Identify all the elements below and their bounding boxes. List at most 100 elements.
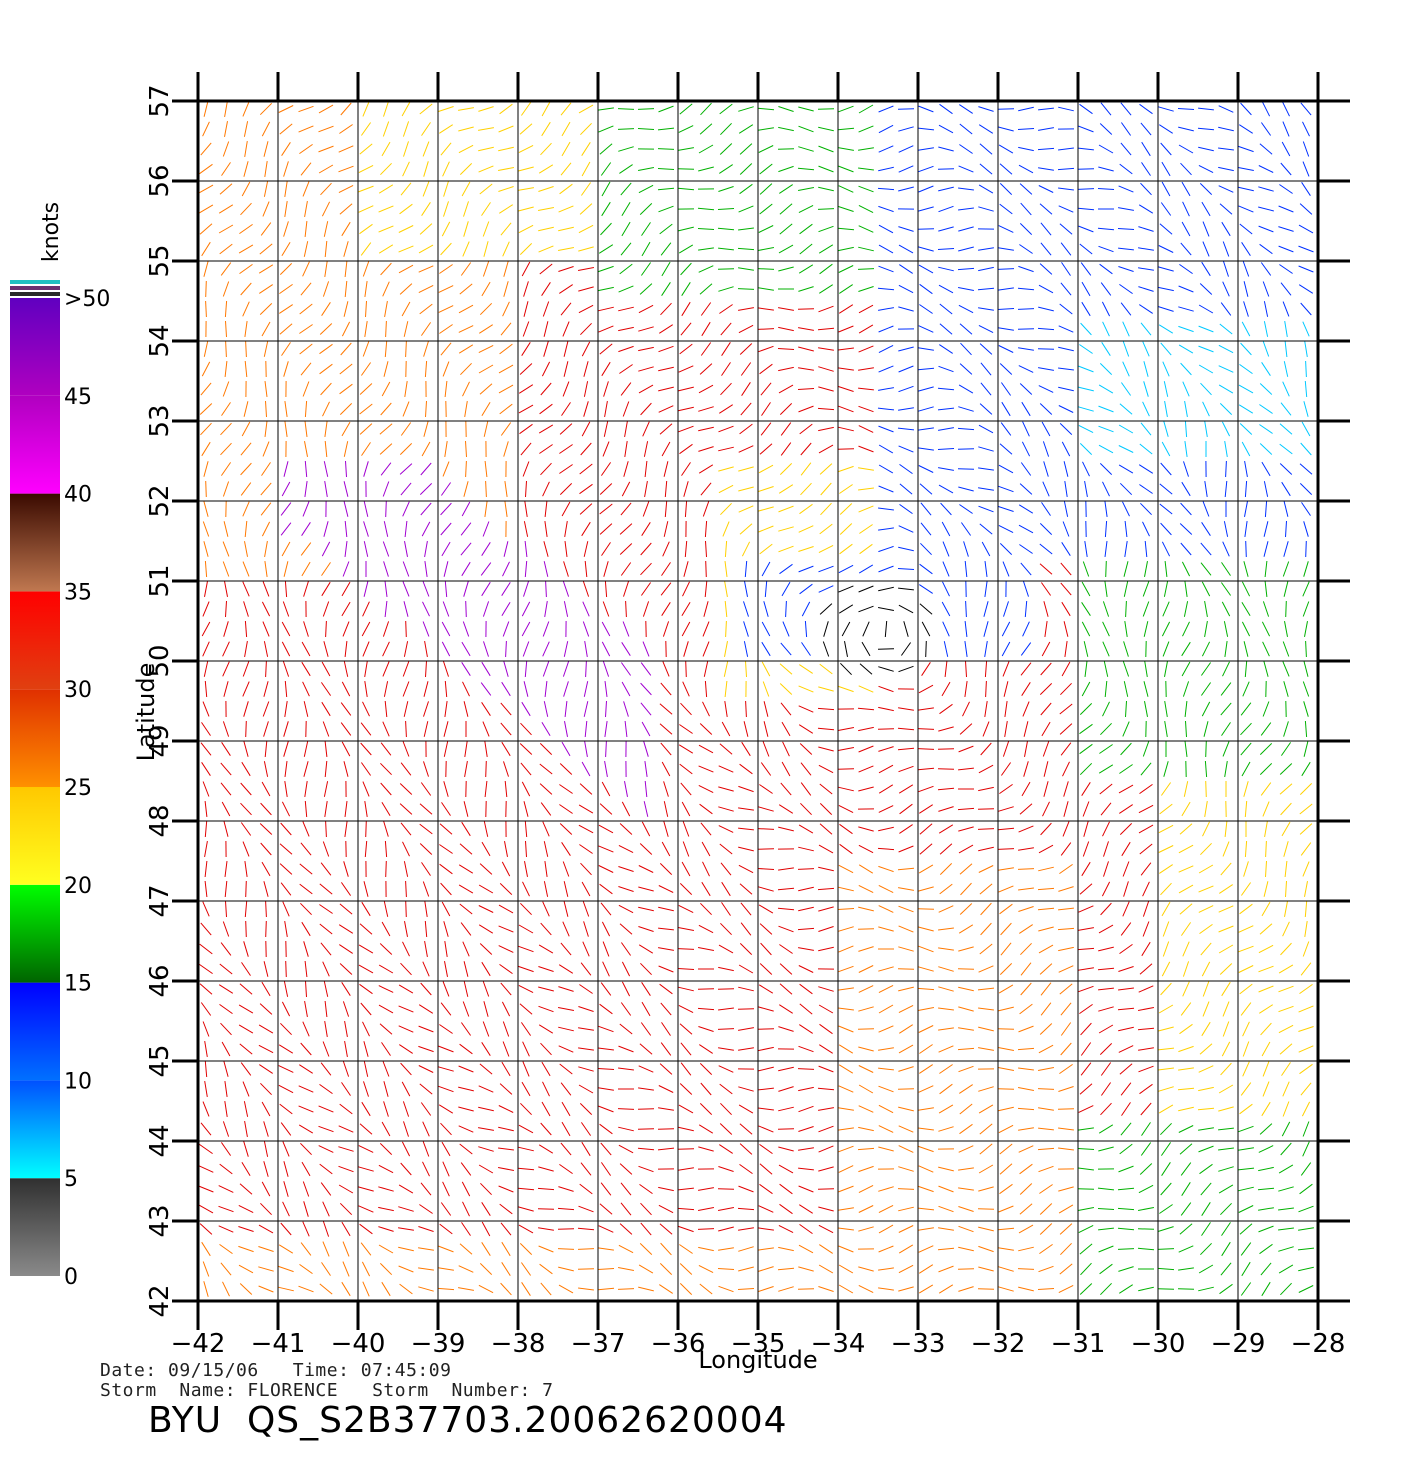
wind-vector: [1185, 720, 1187, 738]
wind-vector: [444, 680, 448, 698]
wind-vector: [398, 245, 414, 253]
wind-vector: [1080, 1262, 1092, 1276]
wind-vector: [1158, 266, 1174, 272]
wind-vector: [857, 707, 875, 711]
wind-vector: [978, 266, 994, 272]
wind-vector: [1301, 182, 1311, 196]
wind-vector: [619, 823, 633, 835]
wind-vector: [844, 641, 848, 657]
wind-vector: [464, 761, 468, 777]
wind-vector: [798, 824, 814, 834]
wind-vector: [1241, 242, 1251, 256]
wind-vector: [1281, 1062, 1291, 1076]
wind-vector: [977, 828, 995, 830]
wind-vector: [838, 747, 854, 751]
wind-vector: [522, 881, 530, 897]
wind-vector: [243, 121, 249, 137]
wind-vector: [560, 942, 572, 956]
wind-vector: [461, 1222, 471, 1236]
wind-vector: [959, 323, 973, 335]
wind-vector: [478, 1164, 494, 1174]
colorbar-cap-stripe: [10, 280, 60, 284]
wind-vector: [1258, 1207, 1274, 1211]
wind-vector: [878, 905, 894, 913]
wind-vector: [838, 1185, 854, 1193]
wind-vector: [402, 741, 410, 757]
wind-vector: [221, 801, 231, 817]
wind-vector: [200, 422, 212, 436]
wind-vector: [978, 764, 994, 774]
wind-vector: [1160, 1142, 1172, 1156]
wind-vector: [1178, 1106, 1194, 1112]
wind-vector: [419, 823, 433, 835]
wind-vector: [705, 560, 707, 578]
wind-vector: [381, 921, 391, 937]
wind-vector: [660, 1002, 672, 1016]
wind-vector: [1100, 902, 1112, 916]
wind-vector: [284, 781, 288, 797]
wind-vector: [1080, 1042, 1092, 1056]
wind-vector: [858, 564, 874, 574]
wind-vector: [642, 501, 650, 517]
wind-vector: [203, 101, 209, 117]
wind-vector: [559, 423, 573, 435]
wind-vector: [1179, 1143, 1193, 1155]
wind-vector: [698, 426, 714, 432]
wind-vector: [320, 682, 332, 696]
wind-vector: [200, 922, 212, 936]
wind-vector: [1118, 987, 1134, 991]
wind-vector: [822, 641, 830, 657]
wind-vector: [878, 1267, 894, 1271]
wind-vector: [678, 1167, 694, 1171]
wind-vector: [898, 905, 914, 913]
wind-vector: [423, 421, 429, 437]
wind-vector: [1118, 445, 1134, 453]
wind-vector: [400, 822, 412, 836]
wind-vector: [1263, 301, 1269, 317]
wind-vector: [938, 1265, 954, 1273]
wind-vector: [300, 1142, 312, 1156]
wind-vector: [1201, 1222, 1211, 1236]
wind-vector: [738, 486, 754, 492]
wind-vector: [1042, 741, 1050, 757]
wind-vector: [918, 147, 934, 151]
wind-vector: [641, 1001, 651, 1017]
wind-vector: [403, 321, 409, 337]
wind-vector: [324, 1000, 328, 1018]
wind-vector: [939, 883, 953, 895]
wind-vector: [1138, 267, 1154, 271]
wind-vector: [1283, 721, 1289, 737]
wind-vector: [1182, 201, 1190, 217]
wind-vector: [1039, 203, 1053, 215]
wind-vector: [1180, 242, 1192, 256]
wind-vector: [405, 720, 407, 738]
wind-vector: [937, 787, 955, 791]
wind-vector: [959, 1123, 973, 1135]
wind-vector: [538, 186, 554, 192]
wind-vector: [382, 621, 390, 637]
wind-vector: [400, 1062, 412, 1076]
wind-vector: [203, 341, 209, 357]
wind-vector: [518, 384, 534, 394]
wind-vector: [998, 506, 1014, 512]
wind-vector: [1218, 384, 1234, 394]
wind-vector: [658, 345, 674, 353]
wind-vector: [779, 1203, 793, 1215]
wind-vector: [1237, 1167, 1255, 1171]
wind-vector: [321, 562, 331, 576]
wind-vector: [1258, 985, 1274, 993]
wind-vector: [224, 1081, 228, 1097]
wind-vector: [522, 641, 530, 657]
wind-vector: [378, 1226, 394, 1232]
wind-vector: [738, 1027, 754, 1031]
wind-vector: [1284, 621, 1288, 637]
wind-vector: [1101, 301, 1111, 317]
wind-vector: [238, 1226, 254, 1232]
wind-vector: [537, 1187, 555, 1191]
wind-vector: [500, 1282, 512, 1296]
wind-vector: [1199, 283, 1213, 295]
colorbar-cap-stripe: [10, 286, 60, 290]
wind-vector: [643, 741, 649, 757]
wind-vector: [799, 423, 813, 435]
wind-vector: [1058, 405, 1074, 413]
